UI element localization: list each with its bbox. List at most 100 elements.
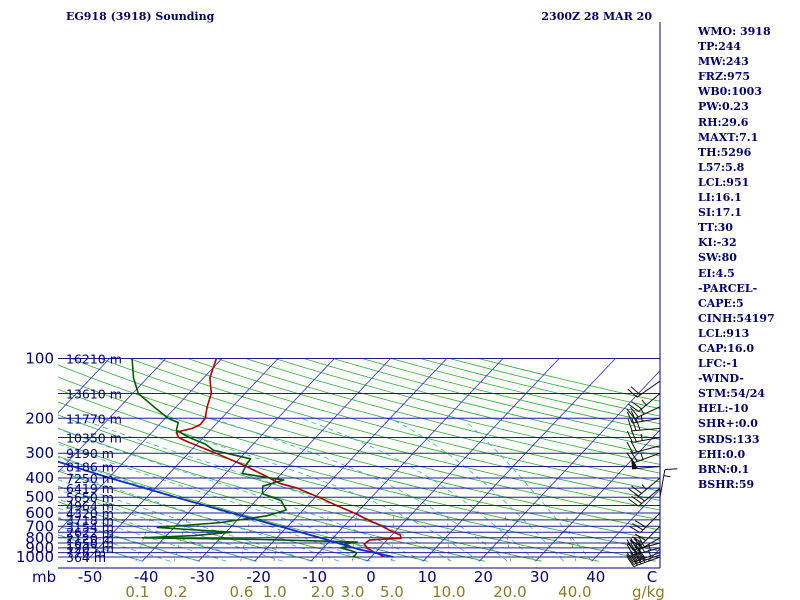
temperature-tick-label: 20 (474, 568, 493, 586)
isotherm-line (141, 358, 335, 562)
pressure-tick-label: 400 (25, 469, 54, 487)
height-label: 1203 m (66, 541, 114, 556)
index-line: PW:0.23 (698, 100, 749, 114)
temperature-tick-label: -50 (78, 568, 103, 586)
wind-barb-staff (632, 445, 661, 454)
wind-barb-flag (626, 544, 634, 556)
temperature-tick-label: 0 (366, 568, 376, 586)
pressure-tick-label: 700 (25, 517, 54, 535)
mixing-ratio-line (173, 512, 190, 562)
wind-barb-staff (632, 436, 661, 443)
mixing-ratio-tick-label: 40.0 (558, 583, 591, 600)
wind-barb-staff (634, 406, 661, 420)
wind-barb-staff (639, 525, 661, 547)
wind-barbs (626, 380, 678, 568)
wind-barb (628, 393, 661, 412)
index-line: -PARCEL- (698, 281, 758, 295)
index-line: FRZ:975 (698, 70, 751, 84)
chart-title: EG918 (3918) Sounding (66, 10, 215, 23)
wind-barb-flag (629, 525, 641, 534)
pressure-tick-label: 600 (25, 504, 54, 522)
moist-adiabat-line (137, 417, 480, 562)
wind-barb-flag (629, 539, 641, 547)
temperature-tick-label: -30 (190, 568, 215, 586)
height-label: 10350 m (66, 430, 122, 445)
isotherm-line (310, 358, 504, 562)
wind-barb-flag (627, 388, 638, 398)
isotherm-lines (58, 358, 660, 562)
height-label: 6419 m (66, 481, 114, 496)
isotherm-line (198, 358, 391, 562)
wind-barb-flag (628, 488, 639, 497)
wind-barb-flag (626, 551, 635, 563)
isotherm-line (254, 358, 448, 562)
index-line: RH:29.6 (698, 115, 749, 129)
wind-barb-flag (630, 440, 638, 453)
wind-barb (627, 380, 661, 398)
pressure-tick-label: 900 (25, 539, 54, 557)
temperature-tick-label: -10 (303, 568, 328, 586)
wind-barb-flag (635, 418, 641, 431)
index-line: CINH:54197 (698, 311, 775, 325)
dry-adiabat-line (58, 364, 660, 531)
isotherm-line (422, 358, 616, 562)
pressure-tick-label: 100 (25, 350, 54, 368)
index-line: SI:17.1 (698, 206, 742, 220)
wind-barb-flag (664, 468, 678, 471)
plot-area (58, 22, 660, 568)
wind-barb-staff (633, 552, 661, 563)
isotherm-line (85, 358, 279, 562)
wind-barb-staff (635, 537, 661, 553)
dry-adiabat-line (58, 427, 542, 562)
height-label: 8186 m (66, 459, 114, 474)
index-line: CAP:16.0 (698, 341, 755, 355)
height-label: 13610 m (66, 386, 122, 401)
wind-barb-flag (626, 556, 635, 567)
dry-adiabat-line (100, 358, 660, 511)
pressure-tick-label: 500 (25, 488, 54, 506)
wind-barb (626, 410, 661, 424)
wind-barb-flag (631, 485, 642, 494)
dry-adiabat-line (71, 358, 660, 521)
temperature-tick-label: 30 (530, 568, 549, 586)
wind-barb-staff (659, 469, 666, 498)
index-line: -WIND- (698, 372, 744, 386)
wind-barb-halfflag (648, 544, 651, 551)
wind-barb-flag (630, 543, 638, 555)
wind-barb-flag (626, 441, 634, 454)
isotherm-line (58, 358, 167, 473)
wind-barb (629, 512, 661, 534)
index-line: BSHR:59 (698, 477, 755, 491)
index-line: TT:30 (698, 221, 733, 235)
temperature-tick-label: 10 (418, 568, 437, 586)
mixing-ratio-tick-label: 0.6 (230, 583, 254, 600)
index-line: SHR+:0.0 (698, 417, 758, 431)
wind-barb-staff (633, 556, 661, 568)
wind-barb-staff (633, 452, 661, 464)
wind-barb-flag (631, 401, 642, 410)
temperature-tick-label: -40 (134, 568, 159, 586)
index-line: HEL:-10 (698, 402, 749, 416)
index-line: WB0:1003 (698, 85, 762, 99)
pressure-tick-label: 800 (25, 529, 54, 547)
wind-barb-staff (638, 487, 661, 507)
wind-barb-flag (633, 538, 644, 549)
index-line: SW:80 (698, 251, 737, 265)
mixing-ratio-line (135, 512, 153, 562)
mixing-ratio-line (565, 512, 577, 562)
moist-adiabat-line (300, 417, 536, 562)
isotherm-line (58, 358, 110, 414)
wind-barb-staff (632, 547, 661, 556)
wind-barb (626, 430, 661, 443)
index-line: LI:16.1 (698, 191, 742, 205)
height-label: 3154 m (66, 519, 114, 534)
index-line: SRDS:133 (698, 432, 760, 446)
isotherm-line (58, 358, 223, 533)
wind-barb (628, 487, 661, 507)
wind-barb-staff (633, 554, 661, 565)
wind-barb-flag (634, 533, 647, 541)
index-line: MAXT:7.1 (698, 130, 759, 144)
wind-barb-flag (630, 540, 640, 551)
height-label: 1650 m (66, 536, 114, 551)
